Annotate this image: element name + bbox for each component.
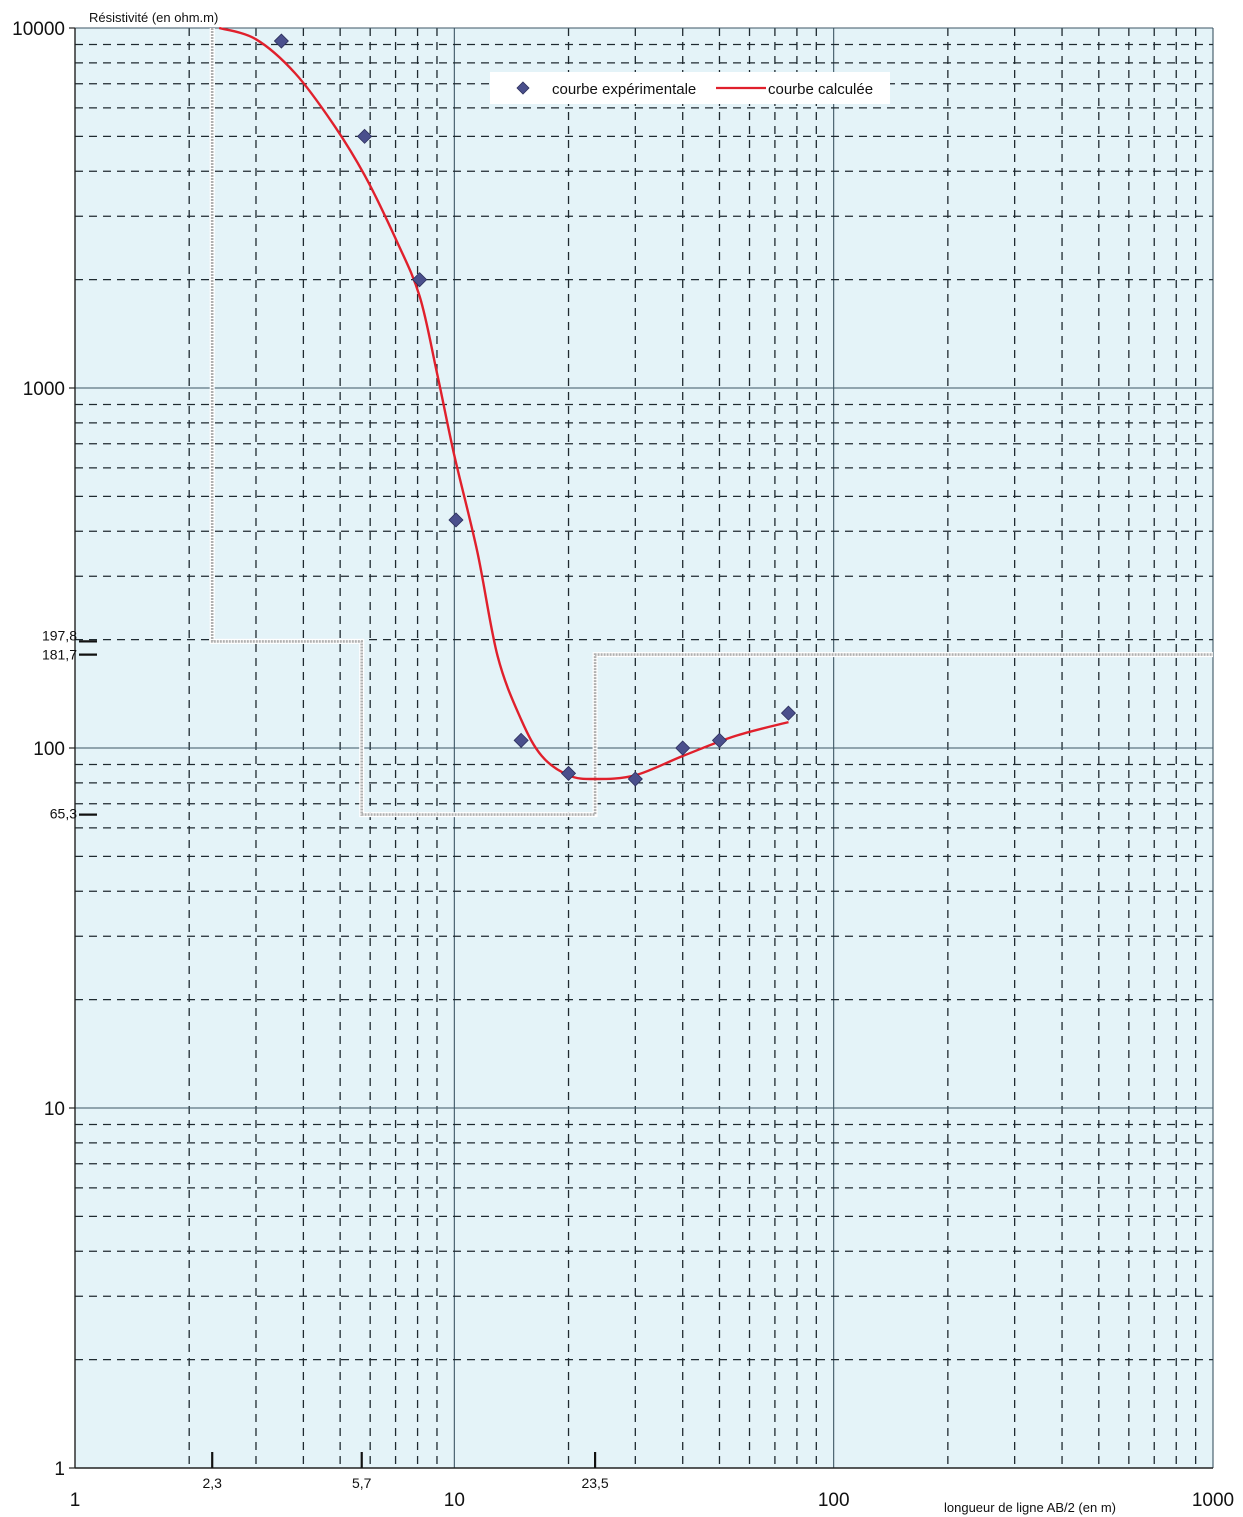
y-tick-label: 1	[54, 1459, 65, 1480]
experimental-point	[513, 732, 529, 748]
x-tick-label: 100	[818, 1490, 850, 1511]
legend: courbe expérimentale courbe calculée	[490, 72, 890, 104]
legend-marker-experimental	[516, 81, 530, 95]
layer-resistivity-label: 65,3	[50, 806, 77, 822]
legend-label-experimental: courbe expérimentale	[552, 81, 696, 98]
x-tick-label: 1000	[1192, 1490, 1234, 1511]
y-tick-label: 1000	[23, 379, 65, 400]
layer-resistivity-label: 197,8	[42, 627, 77, 643]
y-axis-title: Résistivité (en ohm.m)	[89, 10, 218, 25]
x-tick-label: 1	[70, 1490, 81, 1511]
experimental-point	[711, 732, 728, 748]
experimental-point	[675, 740, 691, 756]
layer-resistivity-label: 181,7	[42, 647, 77, 663]
experimental-point	[357, 128, 373, 144]
layer-model-line	[210, 28, 1213, 816]
experimental-point	[627, 771, 643, 787]
x-tick-label: 10	[444, 1490, 465, 1511]
layer-depth-label: 23,5	[581, 1475, 608, 1491]
experimental-point	[448, 512, 464, 528]
y-tick-label: 10000	[12, 19, 65, 40]
layer-depth-label: 2,3	[202, 1475, 222, 1491]
experimental-point	[273, 33, 289, 49]
y-tick-label: 10	[44, 1099, 65, 1120]
y-tick-label: 100	[33, 739, 65, 760]
legend-label-calculated: courbe calculée	[768, 81, 873, 98]
legend-background	[490, 72, 890, 104]
experimental-point	[412, 272, 428, 288]
layer-depth-label: 5,7	[352, 1475, 372, 1491]
experimental-point	[780, 705, 797, 721]
x-axis-title: longueur de ligne AB/2 (en m)	[944, 1500, 1116, 1515]
experimental-point	[560, 765, 577, 781]
